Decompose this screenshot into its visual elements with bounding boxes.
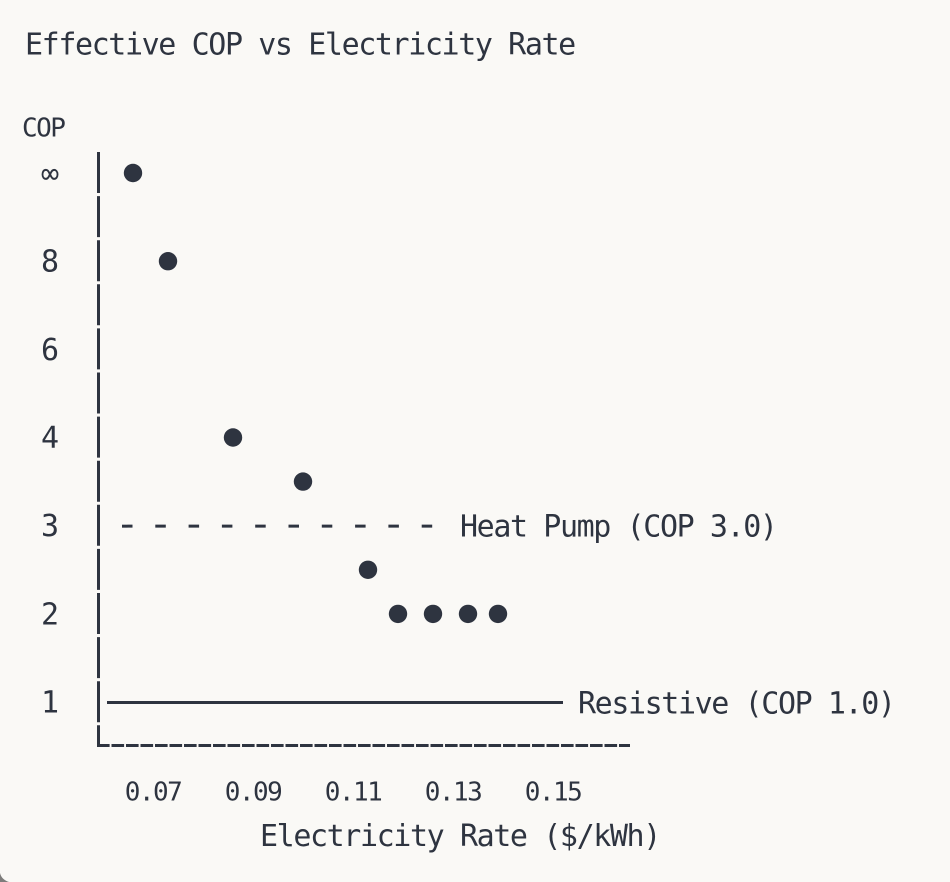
y-tick-label: 8 — [41, 245, 59, 280]
x-axis-title: Electricity Rate ($/kWh) — [260, 819, 660, 854]
x-tick-label: 0.15 — [525, 778, 582, 808]
x-tick-label: 0.07 — [125, 778, 182, 808]
data-point — [158, 252, 178, 271]
data-point — [358, 560, 378, 579]
data-point — [293, 472, 313, 491]
heat-pump-line-label: Heat Pump (COP 3.0) — [460, 510, 777, 545]
y-tick-label: 3 — [41, 509, 59, 544]
x-tick-label: 0.09 — [225, 778, 282, 808]
y-axis-label: COP — [22, 114, 65, 144]
y-tick-label: 6 — [41, 333, 59, 368]
screen-corner-artifact — [0, 873, 9, 882]
data-point — [423, 604, 443, 624]
y-tick-label: 1 — [41, 686, 59, 721]
resistive-line-label: Resistive (COP 1.0) — [578, 687, 895, 722]
chart-title: Effective COP vs Electricity Rate — [25, 28, 575, 63]
data-point — [458, 604, 478, 624]
y-tick-label: 4 — [41, 421, 59, 456]
x-tick-label: 0.11 — [325, 778, 382, 808]
data-point — [388, 604, 408, 624]
data-point — [488, 604, 508, 624]
plot-area: ∞ 8 6 4 3 2 1 0.07 0.09 0.11 0.13 0.15 — [41, 157, 583, 808]
y-tick-label: 2 — [41, 597, 59, 632]
y-tick-label: ∞ — [41, 157, 59, 192]
x-tick-label: 0.13 — [425, 778, 482, 808]
data-point — [123, 163, 143, 183]
data-point — [223, 428, 243, 447]
